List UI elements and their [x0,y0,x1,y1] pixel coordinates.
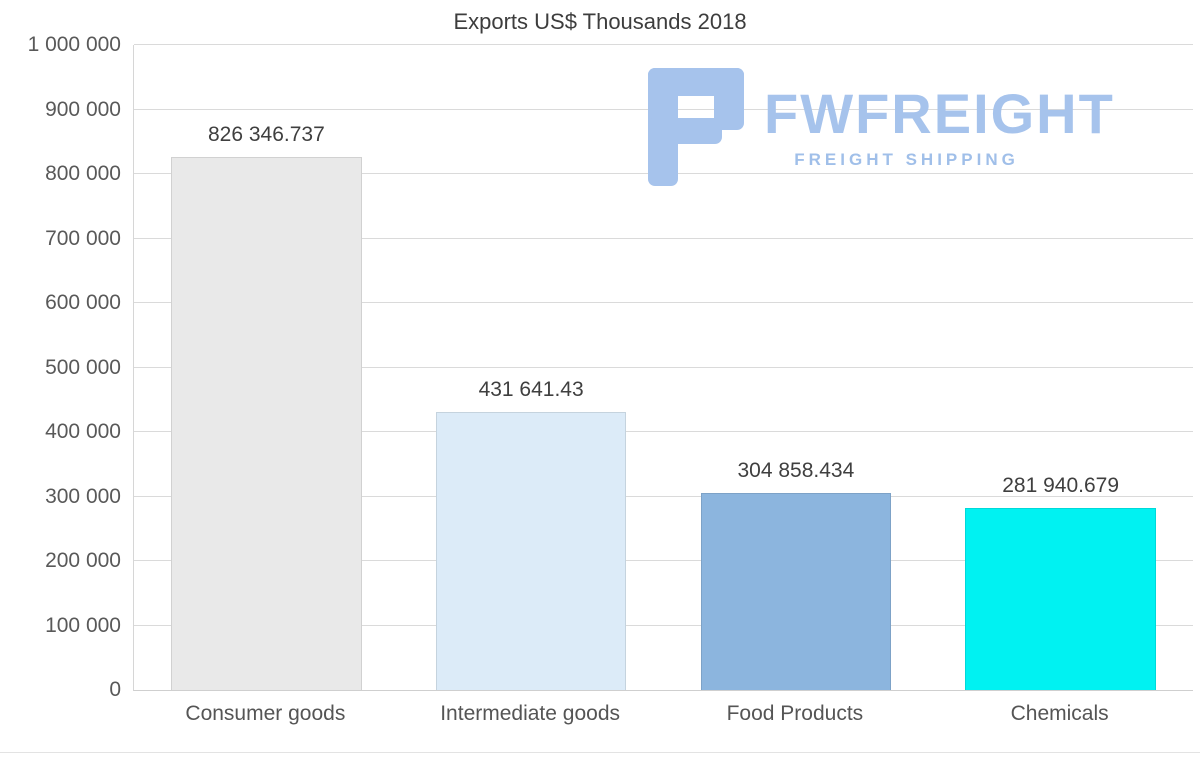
gridline [134,44,1193,45]
gridline [134,237,1193,239]
y-tick-label: 200 000 [45,549,121,572]
bar-chemicals [965,508,1156,690]
bar-value-label: 304 858.434 [737,459,855,483]
gridline [134,624,1193,626]
y-tick-label: 600 000 [45,291,121,314]
y-tick-label: 1 000 000 [27,33,121,56]
y-tick-label: 500 000 [45,355,121,379]
gridline [134,495,1193,497]
bar-slot: 826 346.737 [134,45,399,690]
x-category-label: Food Products [726,702,864,725]
x-category-label: Consumer goods [185,702,346,725]
x-category-label: Intermediate goods [440,702,621,725]
watermark-brand: FWFREIGHT [764,82,1115,145]
y-tick-label: 800 000 [45,162,121,185]
bar-food-products [700,493,892,690]
y-tick-label: 700 000 [45,226,121,250]
bar-slot: 304 858.434 [664,45,929,690]
y-tick-label: 900 000 [45,97,121,121]
bar-slot: 281 940.679 [928,45,1193,690]
watermark-tagline: FREIGHT SHIPPING [794,150,1019,169]
bar-intermediate-goods [435,411,627,690]
y-tick-label: 300 000 [45,484,121,508]
gridline [134,366,1193,368]
y-axis-labels: 0 100 000 200 000 300 000 400 000 500 000 600 … [0,33,121,701]
fwfreight-logo-icon [648,68,744,186]
y-tick-label: 400 000 [45,420,121,443]
x-axis-labels: Consumer goods Intermediate goods Food Pro… [133,702,1192,726]
plot-area: 826 346.737 431 641.43 304 858.434 281 940.… [133,44,1193,691]
y-tick-label: 0 [109,678,121,701]
watermark: FWFREIGHT FREIGHT SHIPPING [648,68,1115,186]
chart-title: Exports US$ Thousands 2018 [453,9,747,34]
gridline [134,431,1193,432]
bar-value-label: 826 346.737 [207,123,325,147]
bars: 826 346.737 431 641.43 304 858.434 281 940.… [134,45,1193,690]
x-category-label: Chemicals [1010,702,1109,725]
y-tick-label: 100 000 [45,613,121,637]
gridline [134,302,1193,303]
bottom-divider [0,752,1200,753]
bar-value-label: 431 641.43 [478,377,584,401]
bar-consumer-goods [171,157,362,690]
gridline [134,560,1193,561]
bar-slot: 431 641.43 [399,45,664,690]
bar-value-label: 281 940.679 [1002,474,1120,498]
watermark-text: FWFREIGHT FREIGHT SHIPPING [764,68,1115,170]
